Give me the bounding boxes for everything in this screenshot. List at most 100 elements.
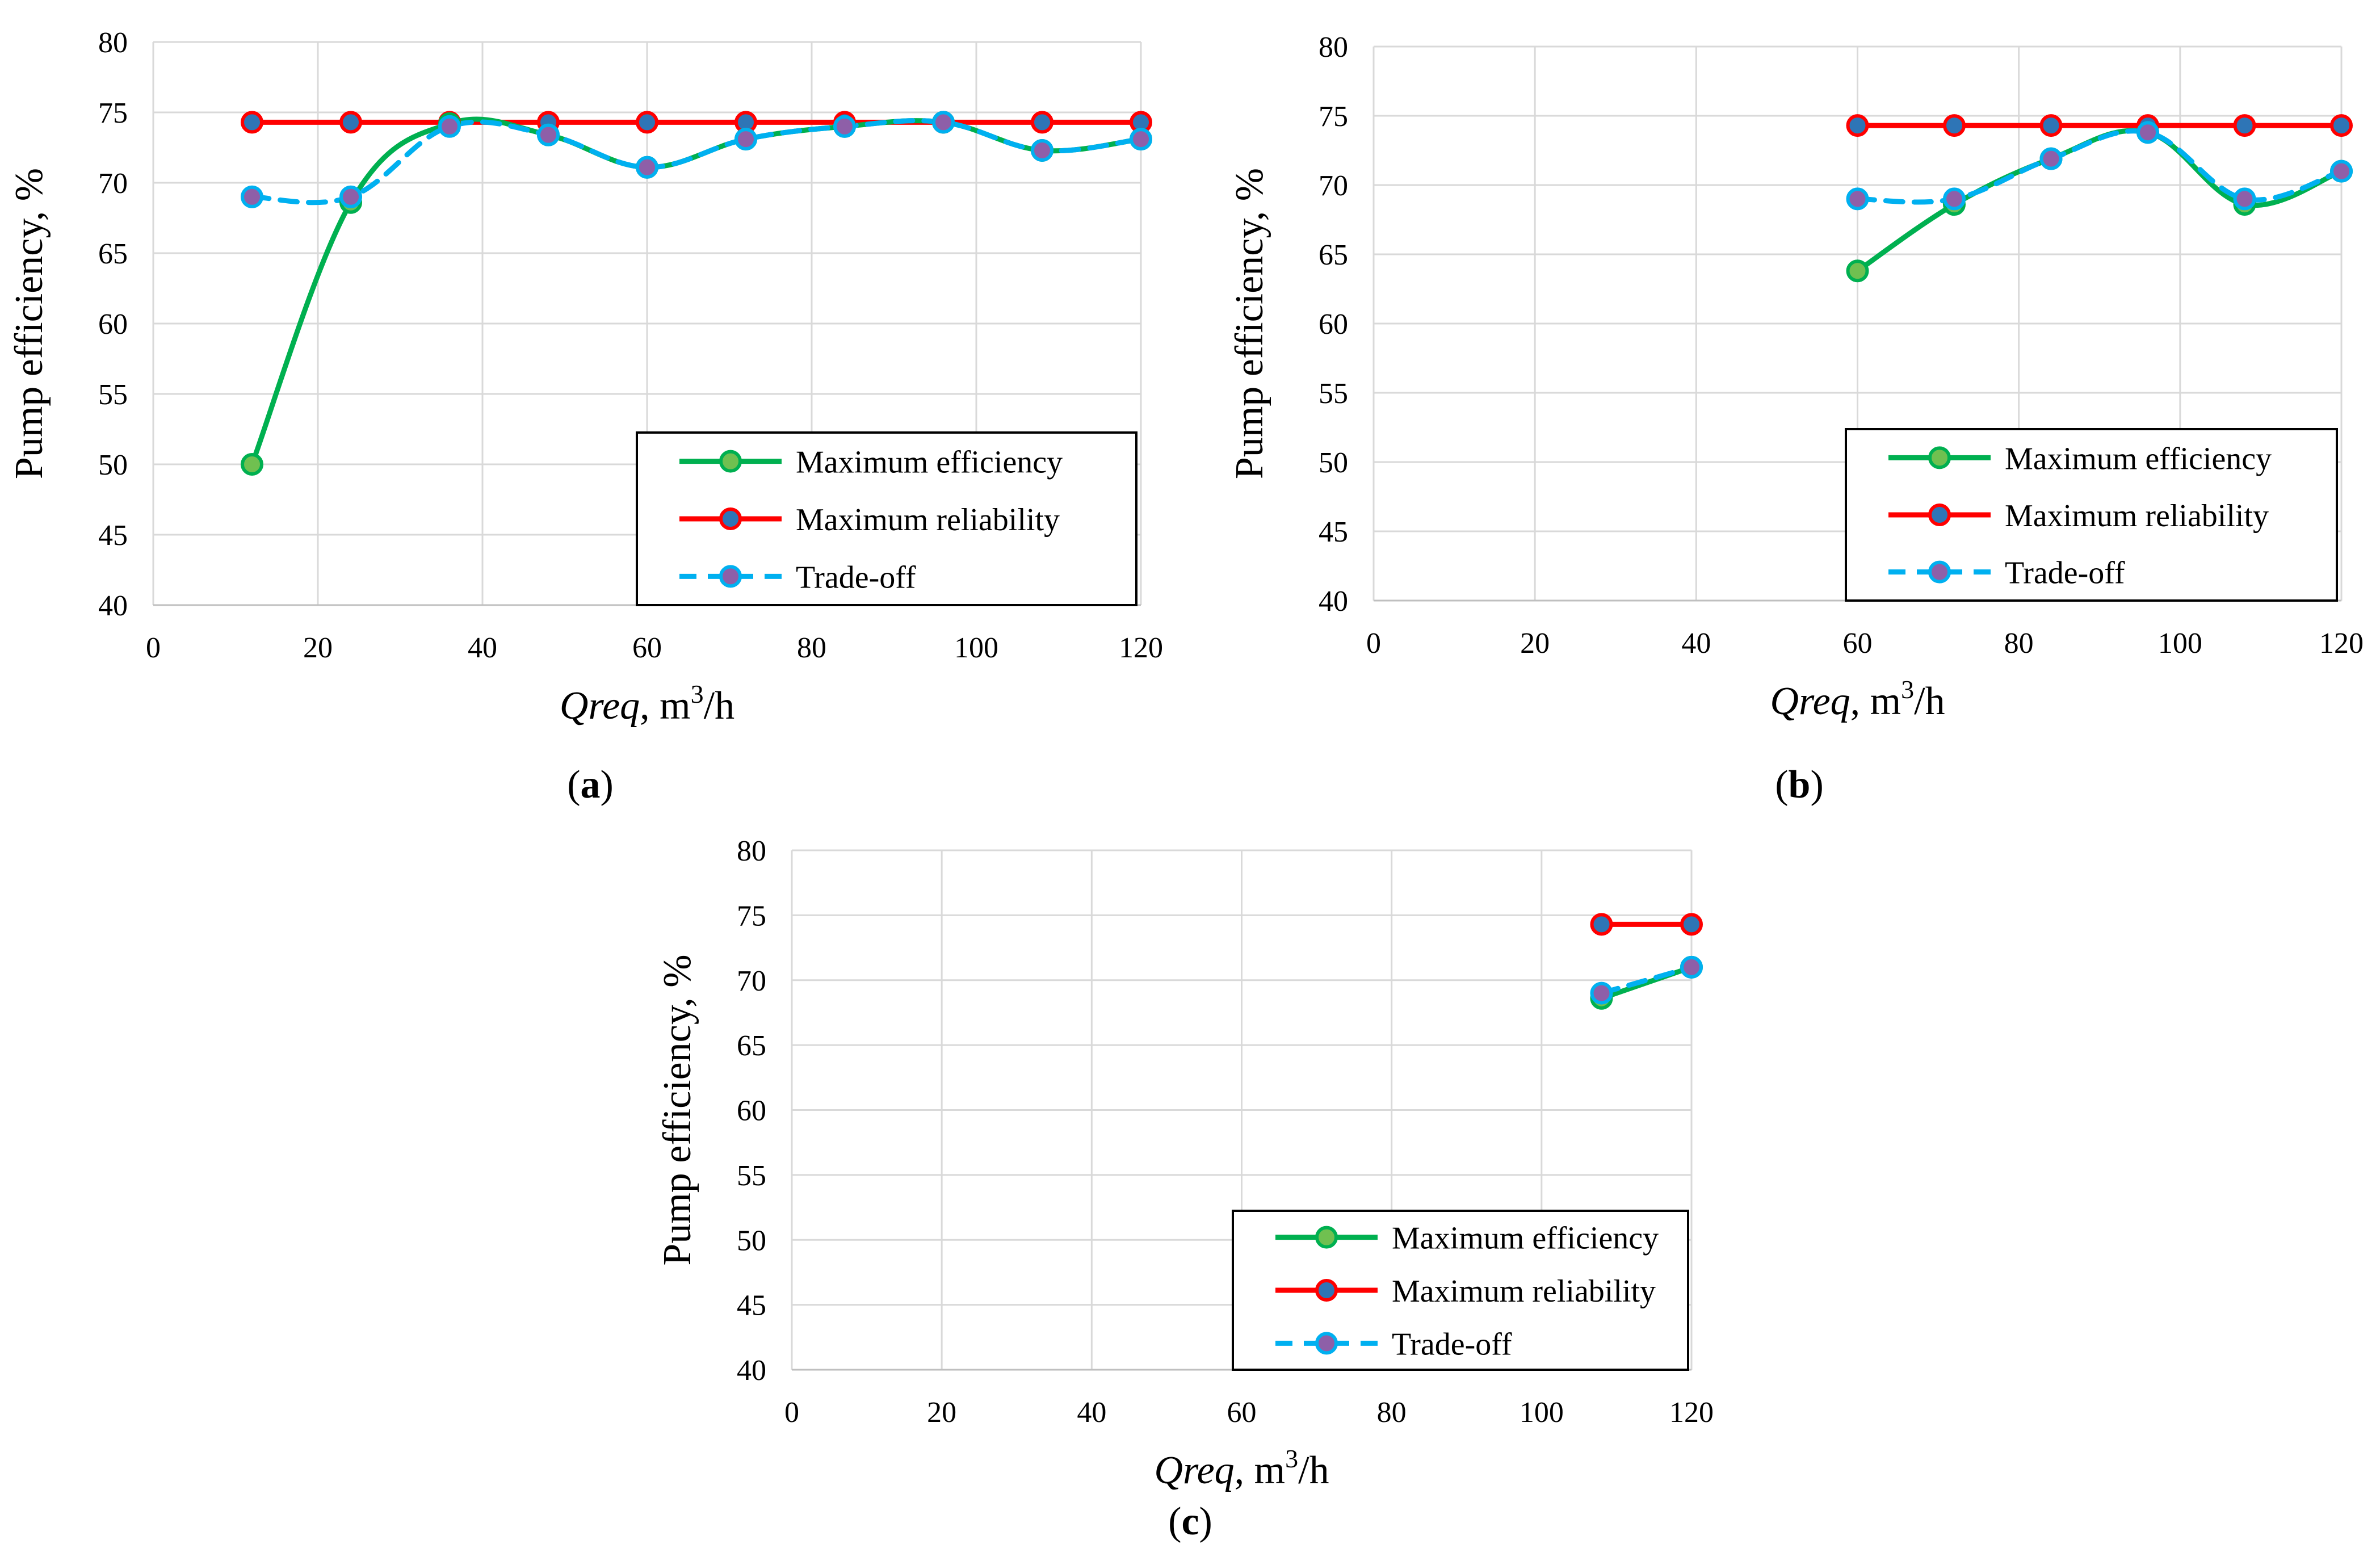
x-axis-label: Qreq, m3/h [1770,675,1945,723]
data-point [2233,187,2256,211]
legend-swatch-marker [719,507,742,530]
data-point [1680,955,1703,979]
x-tick-label: 0 [1366,627,1381,660]
y-tick-label: 60 [1319,308,1348,341]
y-tick-label: 65 [98,238,128,270]
y-tick-label: 70 [1319,170,1348,202]
data-point [2233,114,2256,137]
legend-swatch-marker [1928,560,1951,584]
data-point [1031,139,1053,162]
data-point [2039,147,2063,170]
panel-label: (a) [567,763,614,807]
y-tick-label: 80 [98,27,128,59]
y-tick-label: 55 [737,1160,766,1192]
legend-entry-label: Trade-off [1392,1327,1512,1362]
legend-swatch-marker [1928,446,1951,469]
data-point [1590,913,1613,936]
data-point [1846,114,1869,137]
y-tick-label: 45 [98,519,128,552]
x-tick-label: 120 [1669,1396,1714,1429]
data-point [2330,114,2353,137]
legend-swatch-marker [1315,1226,1338,1249]
y-tick-label: 75 [1319,100,1348,133]
y-tick-label: 65 [737,1030,766,1062]
x-tick-label: 0 [784,1396,799,1429]
legend-entry-label: Trade-off [796,560,916,595]
x-tick-label: 40 [1681,627,1711,660]
data-point [2136,121,2159,144]
legend-entry-label: Trade-off [2005,556,2125,591]
x-tick-label: 40 [1077,1396,1106,1429]
legend-entry-label: Maximum efficiency [1392,1221,1659,1256]
x-tick-label: 120 [1119,632,1163,664]
data-point [1130,128,1152,151]
x-tick-label: 80 [1377,1396,1407,1429]
series-line-maximum-efficiency [1599,964,1694,1001]
series-line-trade-off [249,118,1144,205]
y-tick-label: 60 [98,308,128,341]
y-tick-label: 70 [98,167,128,200]
data-point [636,111,658,134]
data-point [1943,114,1966,137]
legend-swatch-marker [719,565,742,588]
x-tick-label: 80 [2004,627,2034,660]
data-point [1846,259,1869,283]
x-tick-label: 80 [797,632,826,664]
y-tick-label: 50 [1319,447,1348,479]
data-point [241,185,263,208]
x-tick-label: 20 [303,632,333,664]
data-point [438,115,461,138]
data-point [1590,981,1613,1005]
data-point [1680,913,1703,936]
y-tick-label: 50 [737,1224,766,1257]
y-tick-label: 40 [737,1354,766,1387]
data-point [241,111,263,134]
legend-swatch-marker [1928,504,1951,526]
x-tick-label: 100 [2158,627,2202,660]
data-point [734,128,757,151]
x-tick-label: 120 [2319,627,2364,660]
data-point [2039,114,2063,137]
x-tick-label: 60 [632,632,662,664]
x-tick-label: 40 [468,632,497,664]
data-point [1846,187,1869,211]
x-tick-label: 0 [146,632,161,664]
data-point [1943,187,1966,211]
data-point [833,115,856,138]
y-axis-label: Pump efficiency, % [7,168,51,479]
x-axis-label: Qreq, m3/h [1154,1444,1329,1492]
data-point [1031,111,1053,134]
legend-swatch-marker [1315,1279,1338,1302]
legend-entry-label: Maximum efficiency [2005,441,2272,476]
x-tick-label: 20 [1520,627,1550,660]
y-axis-label: Pump efficiency, % [1228,168,1271,479]
series-line-trade-off [1855,128,2344,205]
data-point [241,453,263,476]
data-point [339,185,362,208]
panel-label: (c) [1168,1500,1212,1543]
chart-panel-a: 40 45 50 55 60 65 70 75 80 0 20 40 60 80 100 120 Pump ef… [7,27,1163,807]
y-tick-label: 80 [737,835,766,867]
legend-swatch-marker [1315,1332,1338,1355]
y-tick-label: 55 [1319,377,1348,410]
data-point [339,111,362,134]
y-tick-label: 65 [1319,239,1348,271]
series-line-maximum-efficiency [249,116,1144,467]
x-tick-label: 60 [1227,1396,1257,1429]
panel-label: (b) [1775,763,1824,807]
legend-entry-label: Maximum efficiency [796,445,1063,480]
y-tick-label: 75 [98,97,128,129]
legend-entry-label: Maximum reliability [796,502,1060,538]
y-tick-label: 45 [1319,516,1348,548]
x-tick-label: 60 [1843,627,1873,660]
x-tick-label: 20 [927,1396,956,1429]
legend-swatch-marker [719,450,742,473]
y-tick-label: 60 [737,1095,766,1127]
x-axis-label: Qreq, m3/h [560,679,734,728]
y-tick-label: 50 [98,449,128,481]
legend-entry-label: Maximum reliability [1392,1274,1656,1309]
y-tick-label: 40 [1319,585,1348,618]
x-tick-label: 100 [954,632,998,664]
y-tick-label: 55 [98,379,128,411]
